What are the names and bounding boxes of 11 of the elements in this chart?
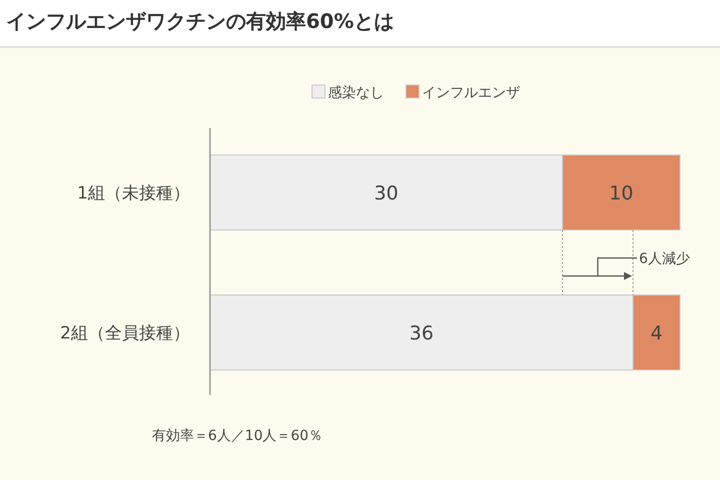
data-label: 30 (374, 182, 398, 204)
annotation: 6人減少 (639, 251, 690, 267)
data-label: 4 (650, 322, 663, 344)
data-label: 36 (409, 322, 434, 344)
legend-label: 感染なし (328, 85, 384, 101)
legend-label: インフルエンザ (422, 85, 520, 101)
text: 有効率＝6人／10人＝60％ (152, 428, 323, 444)
y-tick-label: 2組（全員接種） (60, 324, 190, 344)
data-label: 10 (609, 182, 634, 204)
chart-title: インフルエンザワクチンの有効率60%とは (6, 9, 394, 33)
y-tick-label: 1組（未接種） (77, 184, 190, 204)
